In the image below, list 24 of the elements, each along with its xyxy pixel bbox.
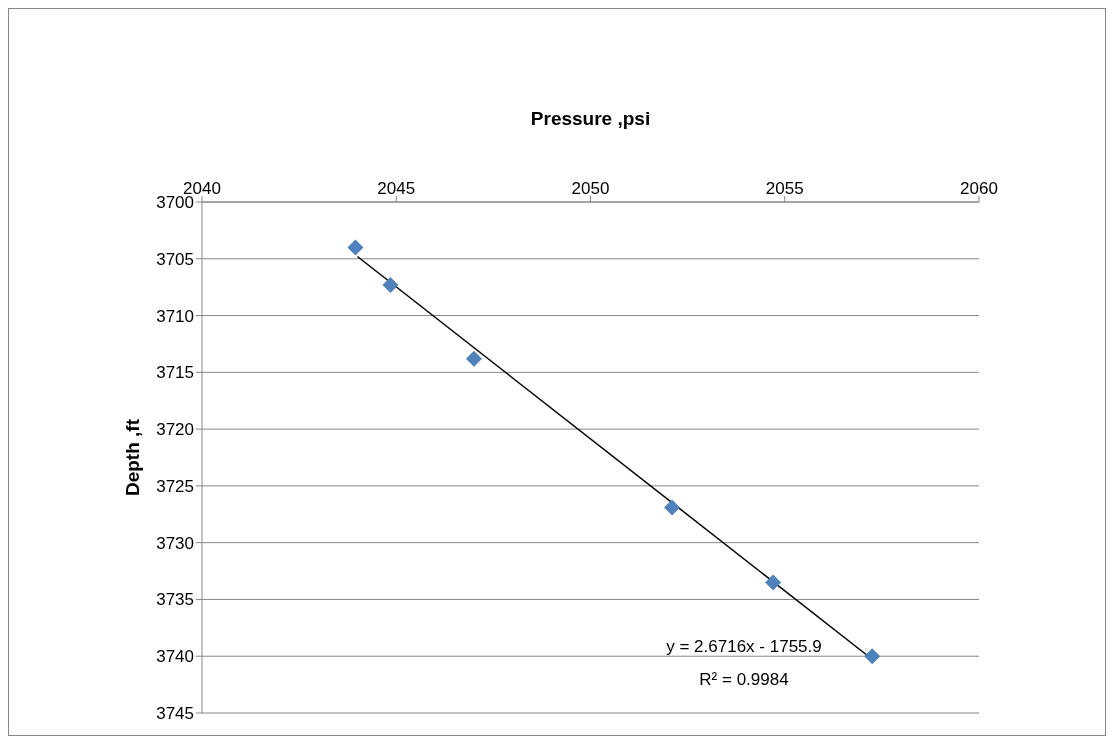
- y-tick-label: 3700: [156, 193, 194, 213]
- y-tick-label: 3745: [156, 704, 194, 724]
- point: [347, 239, 364, 256]
- y-tick-label: 3705: [156, 249, 194, 269]
- y-tick-label: 3730: [156, 533, 194, 553]
- point: [765, 574, 782, 591]
- x-axis-title: Pressure ,psi: [530, 108, 651, 130]
- y-tick-label: 3715: [156, 363, 194, 383]
- y-tick-label: 3725: [156, 476, 194, 496]
- y-tick-label: 3735: [156, 590, 194, 610]
- y-tick-label: 3740: [156, 647, 194, 667]
- point: [864, 648, 881, 665]
- point: [382, 276, 399, 293]
- x-tick-label: 2060: [960, 179, 998, 198]
- y-tick-label: 3710: [156, 306, 194, 326]
- y-axis-title: Depth ,ft: [121, 418, 143, 497]
- point: [465, 350, 482, 367]
- x-tick-label: 2055: [765, 179, 804, 198]
- x-tick-label: 2050: [571, 179, 610, 198]
- annotation: y = 2.6716x - 1755.9: [665, 637, 823, 657]
- y-tick-label: 3720: [156, 420, 194, 440]
- annotation: R² = 0.9984: [698, 670, 790, 690]
- point: [664, 499, 681, 516]
- x-tick-label: 2045: [377, 179, 416, 198]
